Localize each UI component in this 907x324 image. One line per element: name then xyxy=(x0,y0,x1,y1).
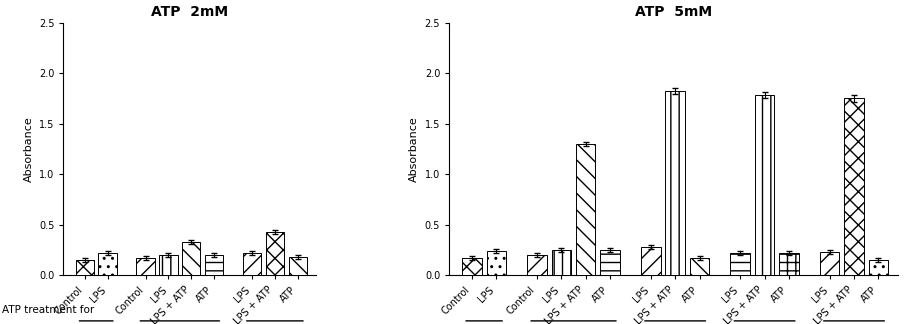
Bar xyxy=(869,260,888,275)
Bar xyxy=(690,258,709,275)
Bar xyxy=(182,242,200,275)
Bar xyxy=(136,258,155,275)
Bar xyxy=(99,253,117,275)
Bar xyxy=(160,255,178,275)
Bar xyxy=(288,257,307,275)
Title: ATP  5mM: ATP 5mM xyxy=(635,5,712,19)
Bar xyxy=(600,250,619,275)
Text: ATP treatment for: ATP treatment for xyxy=(2,305,94,315)
Y-axis label: Absorbance: Absorbance xyxy=(409,116,419,182)
Y-axis label: Absorbance: Absorbance xyxy=(24,116,34,182)
Bar xyxy=(641,247,660,275)
Bar xyxy=(205,255,223,275)
Bar xyxy=(576,144,596,275)
Bar xyxy=(551,250,571,275)
Bar xyxy=(75,260,94,275)
Bar xyxy=(463,258,482,275)
Title: ATP  2mM: ATP 2mM xyxy=(151,5,229,19)
Bar xyxy=(844,98,863,275)
Bar xyxy=(730,253,750,275)
Bar xyxy=(266,232,284,275)
Bar xyxy=(243,253,261,275)
Bar xyxy=(666,91,685,275)
Bar xyxy=(820,252,839,275)
Bar xyxy=(779,253,799,275)
Bar xyxy=(755,96,775,275)
Bar xyxy=(527,255,547,275)
Bar xyxy=(486,251,506,275)
